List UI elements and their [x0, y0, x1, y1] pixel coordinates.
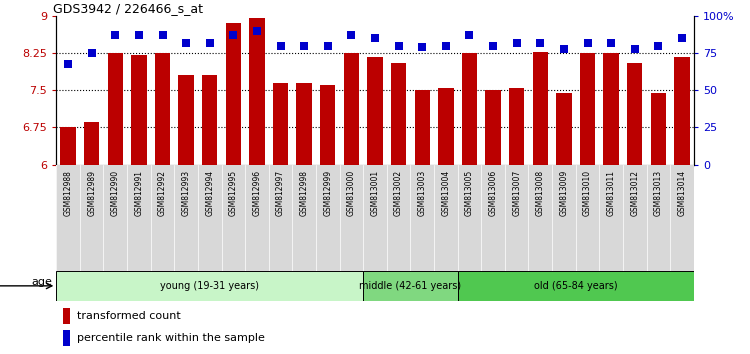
Point: [558, 46, 570, 51]
Bar: [62, 330, 70, 346]
Bar: [485, 90, 501, 165]
Point: [157, 33, 169, 38]
Text: GSM813008: GSM813008: [536, 170, 544, 216]
Bar: [61, 127, 76, 165]
Bar: [604, 53, 619, 165]
Text: middle (42-61 years): middle (42-61 years): [359, 281, 461, 291]
Text: GSM812992: GSM812992: [158, 170, 167, 216]
Bar: [107, 53, 123, 165]
Point: [346, 33, 358, 38]
Point: [133, 33, 145, 38]
Bar: [62, 308, 70, 324]
Point: [605, 40, 617, 46]
Text: GSM812988: GSM812988: [64, 170, 73, 216]
Bar: [532, 52, 548, 165]
Bar: [344, 53, 359, 165]
Point: [110, 33, 122, 38]
Bar: [580, 53, 596, 165]
Bar: [458, 271, 694, 301]
Bar: [462, 53, 477, 165]
Text: GSM812995: GSM812995: [229, 170, 238, 216]
Text: GSM813009: GSM813009: [560, 170, 568, 216]
Text: GSM812989: GSM812989: [87, 170, 96, 216]
Text: GSM813004: GSM813004: [441, 170, 450, 216]
Point: [369, 35, 381, 41]
Point: [464, 33, 476, 38]
Text: GSM813003: GSM813003: [418, 170, 427, 216]
Text: GSM813014: GSM813014: [677, 170, 686, 216]
Text: GSM812999: GSM812999: [323, 170, 332, 216]
Bar: [154, 53, 170, 165]
Point: [274, 43, 286, 48]
Bar: [438, 88, 454, 165]
Text: GSM812994: GSM812994: [206, 170, 214, 216]
Bar: [273, 83, 288, 165]
Text: GSM812993: GSM812993: [182, 170, 190, 216]
Text: transformed count: transformed count: [76, 311, 181, 321]
Point: [534, 40, 546, 46]
Text: GSM813012: GSM813012: [630, 170, 639, 216]
Point: [62, 61, 74, 66]
Bar: [368, 57, 382, 165]
Point: [652, 43, 664, 48]
Text: GSM813001: GSM813001: [370, 170, 380, 216]
Bar: [131, 55, 146, 165]
Text: GSM813013: GSM813013: [654, 170, 663, 216]
Bar: [226, 23, 241, 165]
Text: GSM813011: GSM813011: [607, 170, 616, 216]
Point: [180, 40, 192, 46]
Bar: [249, 18, 265, 165]
Point: [416, 44, 428, 50]
Point: [322, 43, 334, 48]
Point: [298, 43, 310, 48]
Bar: [178, 75, 194, 165]
Bar: [674, 57, 689, 165]
Text: percentile rank within the sample: percentile rank within the sample: [76, 333, 265, 343]
Point: [86, 50, 98, 56]
Point: [511, 40, 523, 46]
Point: [251, 28, 263, 34]
Text: GSM812997: GSM812997: [276, 170, 285, 216]
Point: [628, 46, 640, 51]
Text: GSM813007: GSM813007: [512, 170, 521, 216]
Bar: [627, 63, 643, 165]
Bar: [556, 93, 572, 165]
Text: GSM812996: GSM812996: [253, 170, 262, 216]
Text: age: age: [32, 277, 53, 287]
Text: GSM813010: GSM813010: [583, 170, 592, 216]
Point: [487, 43, 499, 48]
Bar: [56, 271, 363, 301]
Bar: [509, 88, 524, 165]
Point: [440, 43, 452, 48]
Text: GSM813005: GSM813005: [465, 170, 474, 216]
Text: old (65-84 years): old (65-84 years): [534, 281, 617, 291]
Point: [581, 40, 593, 46]
Point: [676, 35, 688, 41]
Text: GSM812991: GSM812991: [134, 170, 143, 216]
Text: GDS3942 / 226466_s_at: GDS3942 / 226466_s_at: [53, 2, 203, 15]
Bar: [84, 122, 99, 165]
Point: [204, 40, 216, 46]
Point: [227, 33, 239, 38]
Text: GSM813000: GSM813000: [347, 170, 356, 216]
Bar: [391, 63, 406, 165]
Bar: [651, 93, 666, 165]
Text: GSM813006: GSM813006: [488, 170, 497, 216]
Text: GSM813002: GSM813002: [394, 170, 403, 216]
Bar: [415, 90, 430, 165]
Text: GSM812998: GSM812998: [300, 170, 309, 216]
Bar: [202, 75, 217, 165]
Text: GSM812990: GSM812990: [111, 170, 120, 216]
Bar: [320, 85, 335, 165]
Point: [392, 43, 404, 48]
Bar: [296, 83, 312, 165]
Text: young (19-31 years): young (19-31 years): [160, 281, 260, 291]
Bar: [363, 271, 458, 301]
